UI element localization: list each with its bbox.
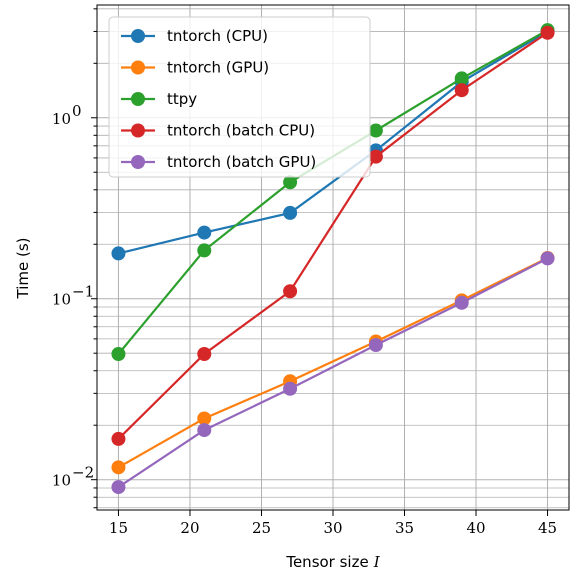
data-point <box>454 83 469 98</box>
x-tick-label: 30 <box>323 519 342 537</box>
x-axis-label: Tensor size I <box>285 553 380 571</box>
data-point <box>111 460 126 475</box>
series-line <box>117 31 549 440</box>
data-point <box>368 123 383 138</box>
y-tick-label-exponent: −1 <box>72 283 94 301</box>
series-line <box>117 257 549 489</box>
legend-box <box>108 16 371 178</box>
legend-marker <box>131 60 145 75</box>
data-point <box>111 480 126 495</box>
data-point <box>368 149 383 164</box>
data-point <box>368 338 383 353</box>
x-tick-label: 15 <box>109 519 128 537</box>
legend-label: ttpy <box>167 90 197 108</box>
data-point <box>283 284 298 299</box>
data-point <box>454 71 469 86</box>
legend-marker <box>131 29 145 43</box>
legend-marker <box>131 155 145 169</box>
x-axis-label-text: Tensor size <box>285 553 368 571</box>
series-line <box>117 256 549 469</box>
data-point <box>197 243 212 258</box>
x-tick-label: 20 <box>180 519 199 537</box>
data-point <box>454 295 469 310</box>
data-point <box>283 175 298 190</box>
y-tick-label: 10 <box>52 110 71 128</box>
data-point <box>540 25 555 40</box>
y-tick-label-exponent: 0 <box>72 102 82 120</box>
data-point <box>283 381 298 396</box>
data-point <box>197 225 212 240</box>
legend-label: tntorch (GPU) <box>167 59 269 77</box>
legend-label: tntorch (batch CPU) <box>167 122 315 140</box>
data-point <box>111 346 126 361</box>
y-tick-label: 10 <box>52 472 71 490</box>
x-tick-label: 25 <box>252 519 271 537</box>
data-point <box>111 431 126 446</box>
legend: tntorch (CPU) tntorch (GPU) ttpy tntorch (b… <box>108 16 371 178</box>
x-axis-label-symbol: I <box>373 553 381 571</box>
x-tick-label: 40 <box>466 519 485 537</box>
legend-label: tntorch (CPU) <box>167 27 268 45</box>
data-point <box>283 205 298 220</box>
legend-marker <box>131 92 145 106</box>
y-axis-label: Time (s) <box>14 238 32 300</box>
data-point <box>197 346 212 361</box>
y-tick-label: 10 <box>52 291 71 309</box>
series-line <box>118 30 549 255</box>
series-layer <box>111 23 555 495</box>
data-point <box>197 423 212 438</box>
x-tick-label: 45 <box>538 519 557 537</box>
x-tick-label: 35 <box>395 519 414 537</box>
data-point <box>111 246 126 261</box>
legend-marker <box>131 123 145 138</box>
data-point <box>540 251 555 266</box>
data-point <box>197 411 212 426</box>
legend-label: tntorch (batch GPU) <box>167 153 316 171</box>
y-tick-label-exponent: −2 <box>72 464 94 482</box>
